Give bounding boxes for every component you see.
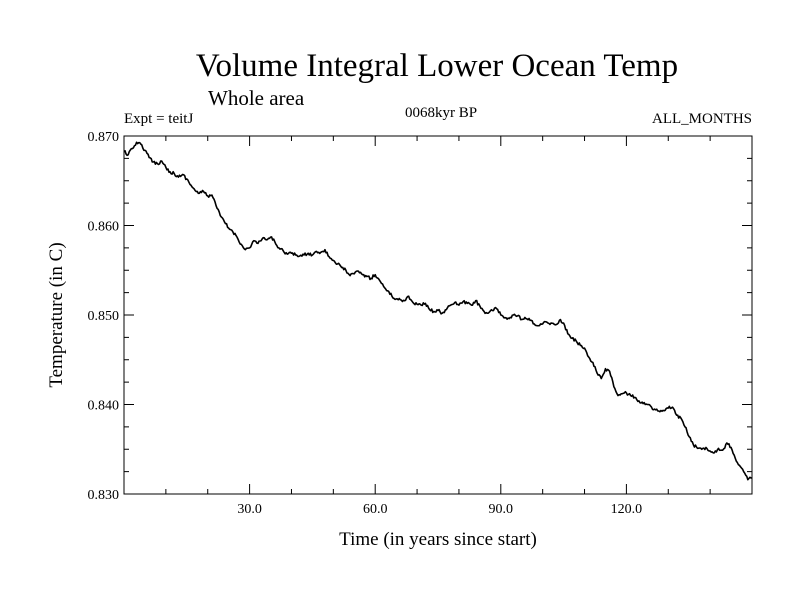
months-label: ALL_MONTHS — [652, 111, 752, 127]
y-tick-label: 0.840 — [88, 399, 120, 414]
x-axis-tick-labels: 30.0 60.0 90.0 120.0 — [237, 502, 642, 517]
y-axis-ticks — [124, 135, 752, 495]
y-tick-label: 0.860 — [88, 220, 120, 235]
period-label: 0068kyr BP — [405, 105, 477, 121]
x-axis-ticks — [165, 136, 711, 494]
temperature-series-line — [123, 141, 753, 481]
y-axis-tick-labels: 0.830 0.840 0.850 0.860 0.870 — [88, 130, 120, 503]
x-axis-label: Time (in years since start) — [339, 529, 537, 550]
x-tick-label: 90.0 — [489, 502, 514, 517]
x-tick-label: 30.0 — [237, 502, 262, 517]
chart-title: Volume Integral Lower Ocean Temp — [196, 48, 678, 84]
y-tick-label: 0.850 — [88, 309, 120, 324]
chart-subtitle: Whole area — [208, 86, 305, 110]
x-tick-label: 120.0 — [611, 502, 643, 517]
x-tick-label: 60.0 — [363, 502, 388, 517]
plot-frame — [123, 135, 753, 495]
experiment-label: Expt = teitJ — [124, 111, 193, 127]
y-tick-label: 0.870 — [88, 130, 120, 145]
y-tick-label: 0.830 — [88, 488, 120, 503]
y-axis-label: Temperature (in C) — [46, 242, 67, 387]
